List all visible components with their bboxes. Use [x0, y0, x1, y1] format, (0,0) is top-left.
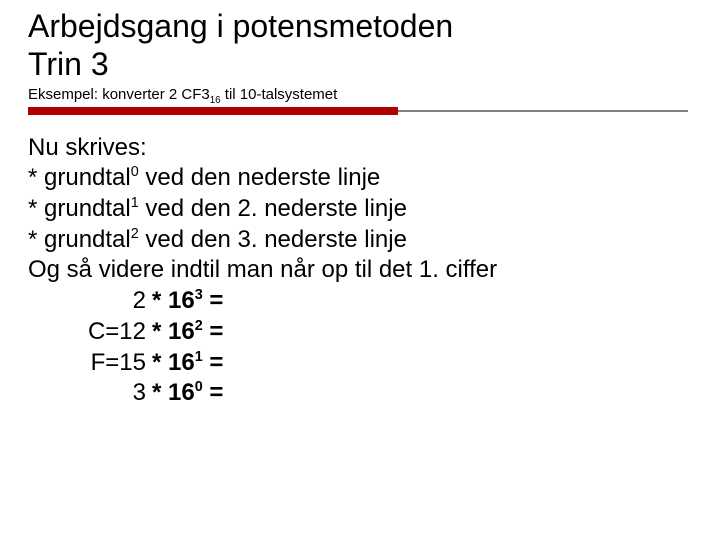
line5: Og så videre indtil man når op til det 1… — [28, 255, 692, 286]
l3b: ved den 2. nederste linje — [139, 195, 407, 222]
title-line2: Trin 3 — [28, 46, 109, 82]
calc-line: 2 * 163 = — [28, 286, 692, 317]
l3sup: 1 — [131, 195, 139, 211]
l4sup: 2 — [131, 226, 139, 242]
calc-block: 2 * 163 =C=12 * 162 =F=15 * 161 =3 * 160… — [28, 286, 692, 409]
slide-title: Arbejdsgang i potensmetoden Trin 3 — [28, 8, 692, 84]
calc-line: 3 * 160 = — [28, 378, 692, 409]
calc-left: F=15 — [28, 348, 152, 379]
calc-right: * 162 = — [152, 317, 223, 348]
line4: * grundtal2 ved den 3. nederste linje — [28, 225, 692, 256]
slide: Arbejdsgang i potensmetoden Trin 3 Eksem… — [0, 0, 720, 409]
calc-left: 2 — [28, 286, 152, 317]
line3: * grundtal1 ved den 2. nederste linje — [28, 194, 692, 225]
subtitle-pre: Eksempel: konverter 2 CF3 — [28, 86, 210, 103]
l4a: * grundtal — [28, 226, 131, 253]
l3a: * grundtal — [28, 195, 131, 222]
divider-red — [28, 107, 398, 115]
calc-right: * 163 = — [152, 286, 223, 317]
body-text: Nu skrives: * grundtal0 ved den nederste… — [28, 133, 692, 409]
slide-subtitle: Eksempel: konverter 2 CF316 til 10-talsy… — [28, 86, 692, 103]
calc-right: * 161 = — [152, 348, 223, 379]
l2b: ved den nederste linje — [139, 164, 381, 191]
l2sup: 0 — [131, 164, 139, 180]
calc-line: F=15 * 161 = — [28, 348, 692, 379]
l4b: ved den 3. nederste linje — [139, 226, 407, 253]
title-line1: Arbejdsgang i potensmetoden — [28, 8, 453, 44]
calc-left: 3 — [28, 378, 152, 409]
divider — [28, 107, 692, 115]
calc-line: C=12 * 162 = — [28, 317, 692, 348]
line1: Nu skrives: — [28, 133, 692, 164]
l2a: * grundtal — [28, 164, 131, 191]
subtitle-post: til 10-talsystemet — [221, 86, 338, 103]
calc-right: * 160 = — [152, 378, 223, 409]
subtitle-sub: 16 — [210, 95, 221, 106]
calc-left: C=12 — [28, 317, 152, 348]
line2: * grundtal0 ved den nederste linje — [28, 163, 692, 194]
